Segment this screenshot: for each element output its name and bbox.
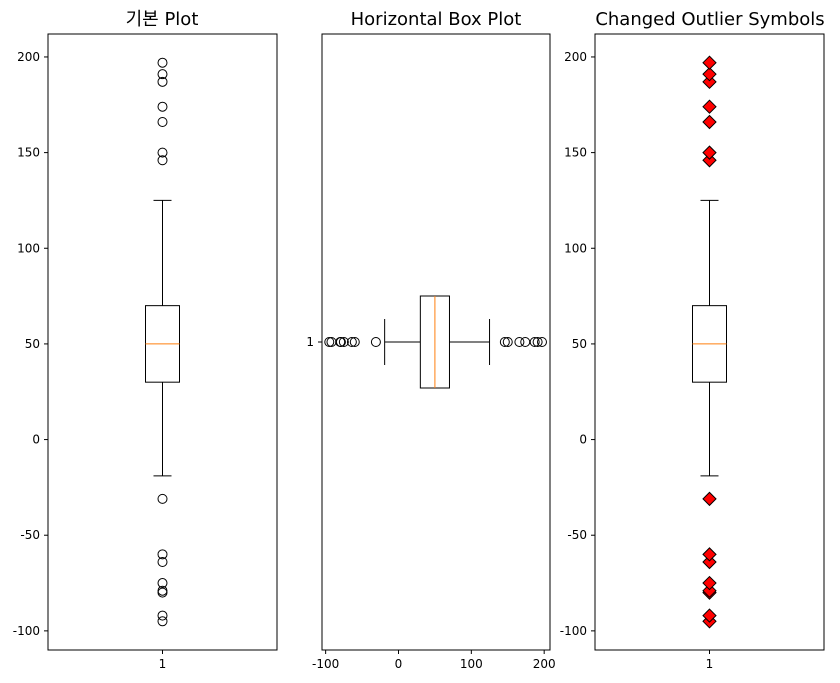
outlier-point (702, 55, 717, 70)
outlier-point (157, 76, 168, 87)
plot-marks (145, 57, 180, 627)
y-tick-label: 200 (17, 50, 40, 64)
y-tick-label: 0 (579, 433, 587, 447)
outlier-point (157, 557, 168, 567)
outlier-point (326, 337, 337, 347)
y-axis: -100 -50 0 50 100 150 200 (13, 50, 48, 638)
outlier-point (157, 585, 168, 596)
outlier-point (157, 117, 168, 127)
outlier-point (702, 145, 717, 160)
outlier-point (702, 491, 717, 507)
outlier-point (157, 616, 168, 627)
outlier-point (349, 337, 360, 347)
y-axis: -100 -50 0 50 100 150 200 (560, 50, 595, 638)
outlier-point (157, 587, 168, 598)
x-tick-label: 0 (395, 657, 403, 671)
plot-marks (692, 55, 727, 629)
outlier-point (702, 74, 717, 90)
y-tick-label: -50 (20, 528, 40, 542)
chart-title: Changed Outlier Symbols (595, 9, 824, 30)
outlier-point (702, 554, 717, 570)
outlier-point (157, 155, 168, 166)
outlier-point (514, 337, 525, 347)
panel-horizontal-box-plot: Horizontal Box Plot 1 -100 0 100 200 (306, 9, 555, 671)
x-tick-label: 100 (460, 657, 483, 671)
chart-title: Horizontal Box Plot (351, 9, 522, 30)
outlier-point (157, 147, 168, 158)
outlier-point (529, 337, 540, 347)
outlier-point (702, 153, 717, 168)
outlier-point (157, 101, 168, 112)
outlier-point (702, 114, 717, 130)
outlier-point (346, 337, 357, 347)
outlier-point (502, 337, 513, 347)
outlier-point (702, 66, 717, 82)
x-tick-label: 1 (159, 657, 167, 671)
panel-changed-outlier-symbols: Changed Outlier Symbols -100 -50 0 50 100 150… (560, 9, 825, 671)
outlier-point (536, 337, 547, 347)
x-axis: 1 (159, 650, 167, 671)
chart-title: 기본 Plot (126, 9, 199, 30)
y-axis: 1 (306, 335, 322, 349)
plot-marks (324, 295, 547, 389)
outlier-point (370, 337, 381, 347)
y-tick-label: 100 (17, 241, 40, 255)
outlier-point (157, 493, 168, 504)
outlier-point (499, 337, 510, 347)
y-tick-label: 0 (32, 433, 40, 447)
outlier-point (324, 337, 335, 347)
y-tick-label: -100 (560, 624, 587, 638)
outlier-point (157, 69, 168, 80)
x-tick-label: 1 (706, 657, 714, 671)
y-tick-label: 150 (564, 146, 587, 160)
y-tick-label: -100 (13, 624, 40, 638)
y-tick-label: 50 (25, 337, 40, 351)
outlier-point (520, 337, 531, 347)
outlier-point (157, 57, 168, 68)
outlier-point (157, 549, 168, 560)
outlier-point (157, 578, 168, 589)
outlier-point (702, 547, 717, 562)
y-tick-label: 100 (564, 241, 587, 255)
y-tick-label: 50 (572, 337, 587, 351)
outlier-point (532, 337, 543, 347)
x-axis: 1 (706, 650, 714, 671)
x-axis: -100 0 100 200 (312, 650, 556, 671)
panel-basic-plot: 기본 Plot -100 -50 0 50 100 150 200 1 (13, 9, 278, 671)
x-tick-label: 200 (533, 657, 556, 671)
outlier-point (702, 99, 717, 114)
outlier-point (338, 337, 349, 347)
outlier-point (702, 583, 717, 598)
outlier-point (335, 337, 346, 347)
y-tick-label: 1 (306, 335, 314, 349)
y-tick-label: -50 (567, 528, 587, 542)
y-tick-label: 150 (17, 146, 40, 160)
outlier-point (157, 610, 168, 621)
x-tick-label: -100 (312, 657, 339, 671)
outlier-point (702, 608, 717, 623)
y-tick-label: 200 (564, 50, 587, 64)
outlier-point (702, 575, 717, 591)
